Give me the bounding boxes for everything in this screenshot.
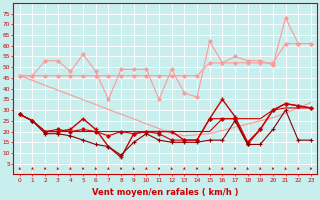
X-axis label: Vent moyen/en rafales ( km/h ): Vent moyen/en rafales ( km/h ) (92, 188, 239, 197)
